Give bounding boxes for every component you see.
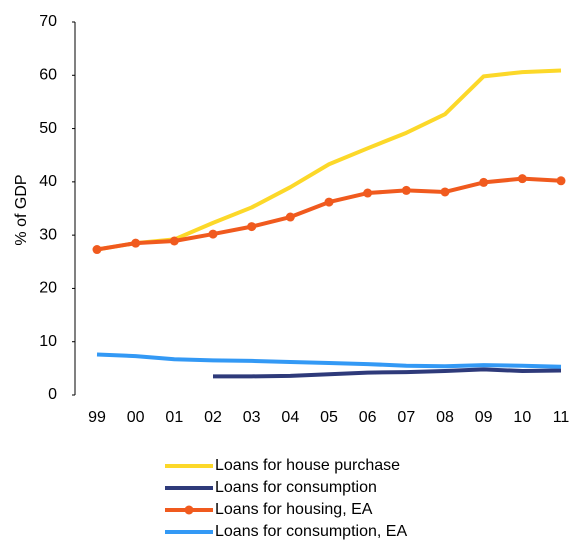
x-tick-label: 04: [281, 409, 299, 426]
x-tick-label: 00: [127, 409, 145, 426]
point: [363, 188, 373, 198]
y-tick-label: 50: [39, 120, 57, 137]
x-tick-label: 10: [513, 409, 531, 426]
point: [440, 187, 450, 197]
point: [401, 185, 411, 195]
point: [324, 197, 334, 207]
y-tick-label: 30: [39, 226, 57, 243]
series-line: [96, 68, 562, 252]
x-tick-label: 07: [397, 409, 415, 426]
series-line: [213, 367, 562, 379]
point: [517, 174, 527, 184]
x-tick-label: 03: [243, 409, 261, 426]
point: [556, 176, 566, 186]
y-tick-label: 20: [39, 280, 57, 297]
point: [169, 236, 179, 246]
x-tick-label: 05: [320, 409, 338, 426]
point: [247, 222, 257, 232]
point: [285, 212, 295, 222]
y-tick-label: 40: [39, 173, 57, 190]
y-tick-label: 60: [39, 67, 57, 84]
y-tick-label: 70: [39, 13, 57, 30]
x-tick-label: 08: [436, 409, 454, 426]
point: [208, 229, 218, 239]
x-tick-label: 99: [88, 409, 106, 426]
x-tick-label: 11: [553, 409, 570, 426]
y-axis-label: % of GDP: [13, 174, 30, 245]
x-tick-label: 02: [204, 409, 222, 426]
legend-label: Loans for house purchase: [215, 457, 400, 474]
x-tick-label: 01: [165, 409, 183, 426]
point: [479, 177, 489, 187]
point: [92, 245, 102, 255]
y-tick-label: 0: [48, 386, 57, 403]
legend-marker: [184, 505, 194, 515]
y-tick-label: 10: [39, 333, 57, 350]
x-tick-label: 06: [359, 409, 377, 426]
legend-label: Loans for housing, EA: [215, 501, 373, 518]
point: [131, 238, 141, 248]
series-line: [96, 352, 562, 369]
legend-label: Loans for consumption: [215, 479, 377, 496]
legend-label: Loans for consumption, EA: [215, 523, 407, 540]
x-tick-label: 09: [475, 409, 493, 426]
